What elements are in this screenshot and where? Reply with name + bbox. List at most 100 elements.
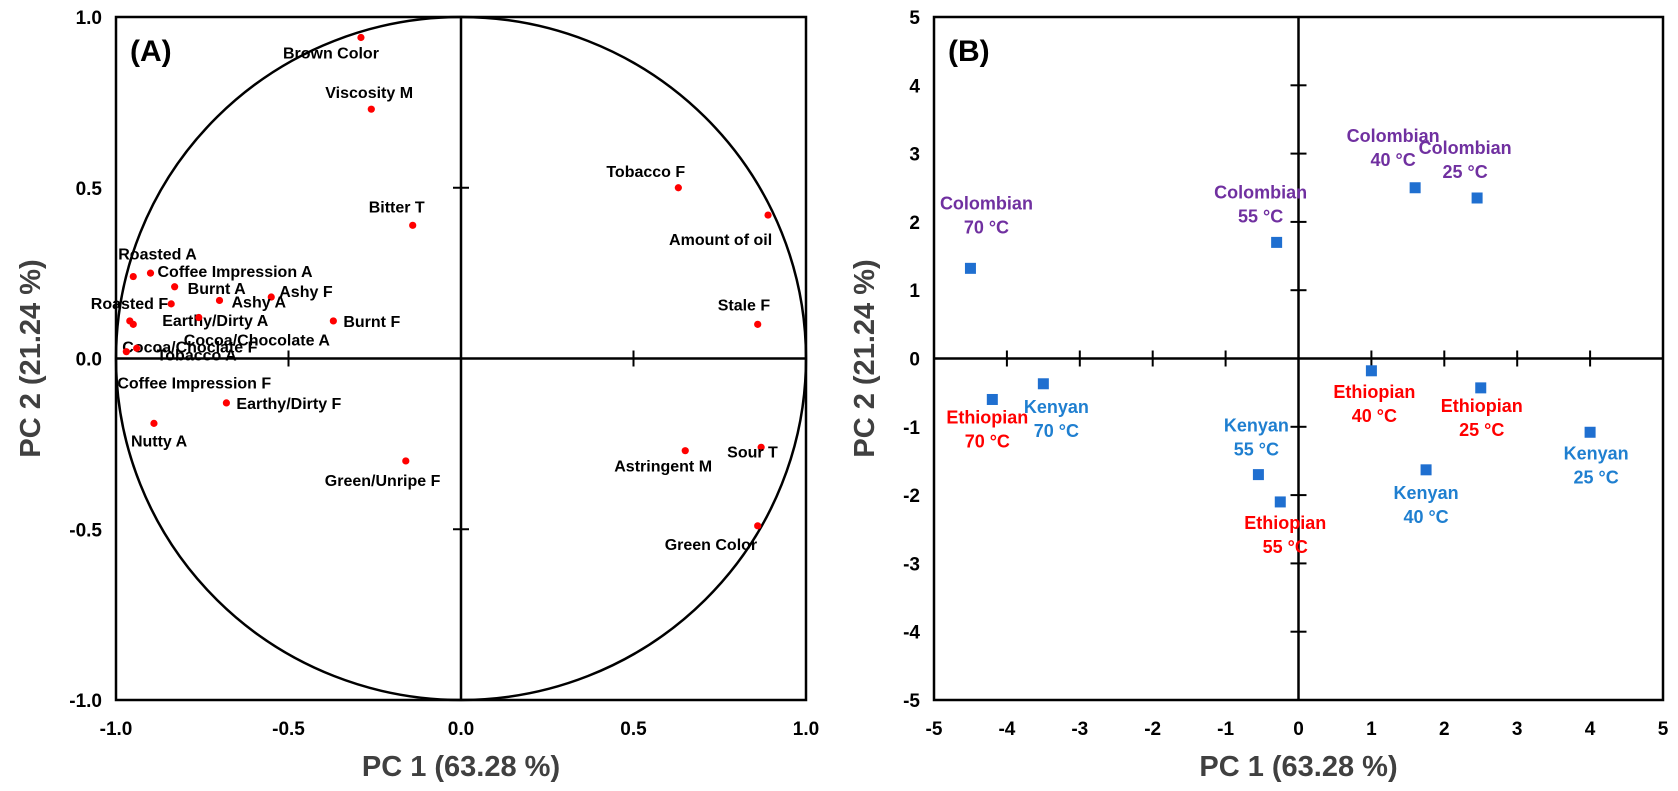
y-tick-label: -1 (903, 418, 920, 439)
loading-point-bitter-t (409, 221, 417, 229)
loading-point-burnt-a (171, 283, 179, 291)
loading-point-coffee-impression-f (122, 348, 130, 356)
x-tick-label: 5 (1658, 719, 1669, 740)
x-tick-label: -5 (926, 719, 943, 740)
loading-label-amount-of-oil: Amount of oil (669, 232, 772, 249)
y-tick-label: 4 (909, 76, 920, 97)
score-label-group-ethiopian-25-c: Ethiopian (1441, 396, 1523, 416)
loading-point-cocoa-choclate-f (129, 320, 137, 328)
x-tick-label: 0.0 (448, 719, 474, 740)
loading-point-green-unripe-f (402, 457, 410, 465)
score-label-group-kenyan-40-c: Kenyan (1394, 483, 1459, 503)
y-tick-label: -5 (903, 691, 920, 712)
score-label-group-colombian-70-c: Colombian (940, 193, 1033, 213)
loading-point-ashy-f (267, 293, 275, 301)
score-label-group-ethiopian-70-c: Ethiopian (946, 407, 1028, 427)
loading-label-sour-t: Sour T (727, 444, 778, 461)
score-label-temp-ethiopian-40-c: 40 °C (1352, 406, 1397, 426)
score-point-kenyan-40-c (1420, 464, 1432, 476)
y-tick-label: 0 (909, 350, 920, 371)
loading-point-amount-of-oil (764, 211, 772, 219)
score-label-temp-ethiopian-25-c: 25 °C (1459, 420, 1504, 440)
loading-point-coffee-impression-a (146, 269, 155, 277)
score-point-ethiopian-40-c (1365, 365, 1377, 377)
panel-label: (A) (130, 35, 172, 68)
loading-point-tobacco-f (674, 184, 682, 192)
loading-point-earthy-dirty-a (167, 300, 175, 308)
score-point-ethiopian-25-c (1475, 382, 1487, 394)
score-point-kenyan-55-c (1252, 469, 1264, 481)
y-tick-label: -1.0 (69, 691, 102, 712)
score-label-group-kenyan-70-c: Kenyan (1024, 397, 1089, 417)
x-tick-label: -0.5 (272, 719, 305, 740)
loading-label-cocoa-chocolate-a: Cocoa/Chocolate A (184, 333, 331, 350)
loading-point-ashy-a (215, 296, 224, 305)
x-tick-label: -3 (1071, 719, 1088, 740)
y-tick-label: 2 (909, 213, 920, 234)
y-tick-label: 5 (909, 8, 920, 29)
score-label-group-colombian-40-c: Colombian (1347, 126, 1440, 146)
loading-label-cocoa-choclate-f: Cocoa/Choclate F (122, 339, 257, 356)
x-tick-label: -1 (1217, 719, 1234, 740)
score-label-temp-colombian-55-c: 55 °C (1238, 206, 1283, 226)
y-axis-title: PC 2 (21.24 %) (15, 259, 47, 457)
x-tick-label: -2 (1144, 719, 1161, 740)
x-axis-title: PC 1 (63.28 %) (362, 751, 560, 783)
y-tick-label: -0.5 (69, 520, 102, 541)
score-point-kenyan-25-c (1584, 426, 1596, 438)
y-tick-label: -4 (903, 623, 920, 644)
loading-label-bitter-t: Bitter T (369, 199, 425, 216)
loading-label-green-unripe-f: Green/Unripe F (325, 473, 441, 490)
loading-label-tobacco-a: Tobacco A (157, 347, 237, 364)
x-tick-label: 1 (1366, 719, 1377, 740)
loading-label-coffee-impression-f: Coffee Impression F (117, 376, 271, 393)
loading-label-green-color: Green Color (665, 537, 757, 554)
score-label-temp-colombian-70-c: 70 °C (964, 217, 1009, 237)
score-label-group-colombian-25-c: Colombian (1419, 138, 1512, 158)
y-tick-label: 3 (909, 145, 920, 166)
score-point-colombian-40-c (1409, 182, 1421, 194)
x-tick-label: 4 (1585, 719, 1596, 740)
score-point-kenyan-70-c (1037, 378, 1049, 390)
loading-label-stale-f: Stale F (718, 297, 771, 314)
x-tick-label: 0 (1293, 719, 1304, 740)
loading-point-nutty-a (150, 419, 158, 427)
y-tick-label: 1 (909, 281, 920, 302)
y-axis-title: PC 2 (21.24 %) (849, 259, 881, 457)
loading-label-coffee-impression-a: Coffee Impression A (158, 264, 313, 281)
loading-point-viscosity-m (367, 105, 375, 113)
loading-label-tobacco-f: Tobacco F (606, 164, 685, 181)
score-label-temp-colombian-40-c: 40 °C (1371, 150, 1416, 170)
correlation-circle (114, 15, 808, 702)
loading-point-stale-f (754, 320, 762, 328)
x-axis-title: PC 1 (63.28 %) (1199, 751, 1397, 783)
x-tick-label: 0.5 (620, 719, 647, 740)
score-label-temp-kenyan-70-c: 70 °C (1034, 421, 1079, 441)
score-label-temp-kenyan-55-c: 55 °C (1234, 440, 1279, 460)
loading-point-green-color (754, 522, 762, 530)
score-label-group-ethiopian-55-c: Ethiopian (1244, 513, 1326, 533)
panel-a-loadings-plot: -1.0 -0.5 0.0 0.5 1.0 1.0 0.5 0.0 -0.5 -1.0 PC 1 (… (15, 8, 819, 783)
y-tick-label: 0.0 (76, 350, 102, 371)
score-label-group-ethiopian-40-c: Ethiopian (1333, 382, 1415, 402)
loading-label-earthy-dirty-f: Earthy/Dirty F (236, 396, 341, 413)
score-point-colombian-55-c (1271, 236, 1283, 248)
loading-point-cocoa-chocolate-a (195, 313, 203, 322)
score-label-temp-ethiopian-55-c: 55 °C (1263, 537, 1308, 557)
score-point-colombian-25-c (1471, 192, 1483, 204)
loading-label-roasted-f: Roasted F (91, 296, 169, 313)
score-point-ethiopian-55-c (1274, 496, 1286, 508)
score-label-group-kenyan-55-c: Kenyan (1224, 416, 1289, 436)
panel-b-scores-plot: -5 -4 -3 -2 -1 0 1 2 3 4 5 5 4 3 2 1 0 -1 -2 -3 -4 -5 PC 1 (63… (849, 8, 1669, 783)
y-tick-label: -2 (903, 486, 920, 507)
loading-label-burnt-a: Burnt A (188, 281, 247, 298)
loading-point-earthy-dirty-f (222, 399, 230, 407)
loading-label-nutty-a: Nutty A (131, 433, 188, 450)
score-label-group-colombian-55-c: Colombian (1214, 182, 1307, 202)
loading-label-roasted-a: Roasted A (118, 247, 197, 264)
score-label-temp-ethiopian-70-c: 70 °C (965, 431, 1010, 451)
score-label-group-kenyan-25-c: Kenyan (1564, 443, 1629, 463)
loading-label-brown-color: Brown Color (283, 45, 379, 62)
x-tick-label: 1.0 (793, 719, 819, 740)
x-tick-label: -4 (998, 719, 1015, 740)
